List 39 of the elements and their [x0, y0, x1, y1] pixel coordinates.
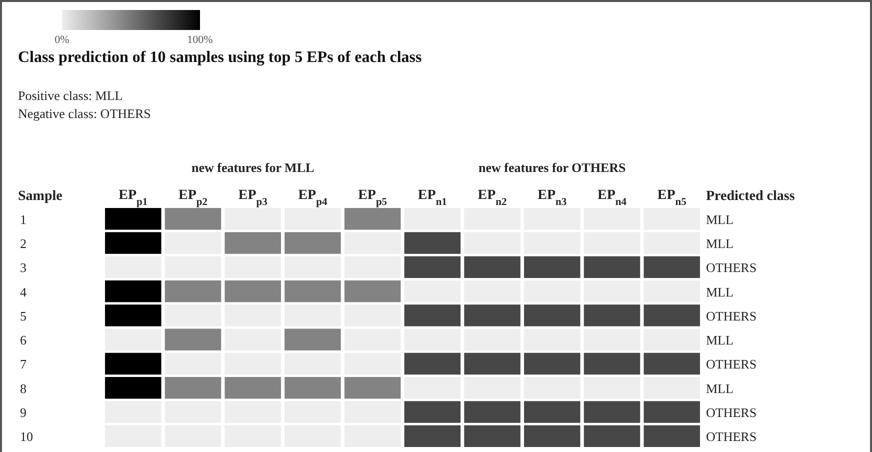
y-tick-label: 5: [20, 308, 26, 324]
y-tick-label: 8: [20, 380, 26, 396]
y2-tick-label: OTHERS: [706, 356, 757, 372]
y2-tick-label: OTHERS: [706, 260, 757, 276]
text: Negative class: OTHERS: [18, 106, 151, 121]
y2-tick-label: OTHERS: [706, 429, 757, 444]
x-tick-label: EP$_{n4}$: [598, 188, 628, 208]
y2-tick-label: MLL: [706, 332, 734, 348]
y2-axis-title: Predicted class: [706, 189, 796, 204]
y-tick-label: 2: [20, 236, 26, 252]
y2-tick-label: MLL: [706, 380, 734, 396]
x-tick-label: EP$_{n2}$: [478, 188, 507, 208]
x-tick-label: EP$_{p4}$: [298, 188, 328, 208]
color-bar-label: 0%: [54, 34, 70, 46]
y2-tick-label: OTHERS: [706, 308, 757, 324]
text: Positive class: MLL: [18, 88, 123, 103]
x-tick-label: EP$_{p2}$: [178, 188, 208, 208]
color-bar-label: 100%: [187, 34, 213, 46]
x-tick-label: EP$_{p5}$: [358, 188, 388, 208]
y-axis-title: Sample: [18, 189, 62, 204]
text: new features for MLL: [192, 160, 314, 175]
y-tick-label: 6: [20, 332, 27, 348]
y2-tick-label: OTHERS: [706, 404, 757, 420]
y-tick-label: 1: [20, 212, 26, 227]
y2-tick-label: MLL: [706, 212, 734, 227]
y-tick-label: 4: [20, 284, 27, 300]
y-tick-label: 9: [20, 404, 26, 420]
x-tick-label: EP$_{p3}$: [238, 188, 268, 208]
chart-title: Class prediction of 10 samples using top 5 EPs of each class: [18, 49, 422, 66]
x-tick-label: EP$_{n3}$: [538, 188, 567, 208]
y2-tick-label: MLL: [706, 236, 734, 252]
x-tick-label: EP$_{p1}$: [118, 188, 148, 208]
y-tick-label: 3: [20, 260, 26, 276]
x-tick-label: EP$_{n5}$: [657, 188, 686, 208]
y-tick-label: 10: [20, 429, 33, 444]
x-tick-label: EP$_{n1}$: [418, 188, 447, 208]
y-tick-label: 7: [20, 356, 27, 372]
y2-tick-label: MLL: [706, 284, 734, 300]
text: new features for OTHERS: [478, 160, 626, 175]
